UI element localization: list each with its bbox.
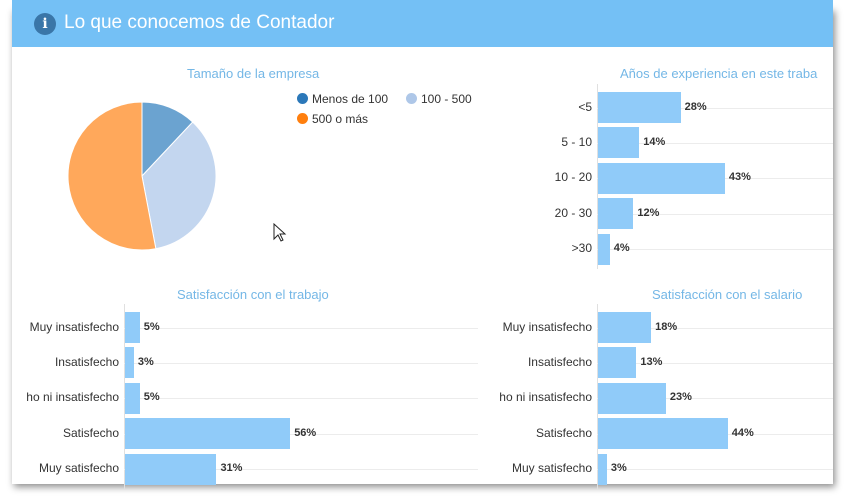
data-label: 3% <box>610 462 627 475</box>
category-label: 10 - 20 <box>554 170 592 185</box>
bar[interactable] <box>598 127 640 159</box>
gridline <box>597 469 833 470</box>
gridline <box>597 249 833 250</box>
bar-axis <box>597 304 598 489</box>
data-label: 18% <box>655 320 678 333</box>
chart-title-job-satisfaction: Satisfacción con el trabajo <box>177 287 329 302</box>
category-label: Muy satisfecho <box>38 461 119 476</box>
bar[interactable] <box>598 382 666 414</box>
chart-title-experience: Años de experiencia en este traba <box>620 66 818 81</box>
bar[interactable] <box>598 453 607 485</box>
legend-item-medium[interactable]: 100 - 500 <box>406 92 472 106</box>
data-label: 13% <box>640 355 663 368</box>
bar[interactable] <box>125 382 140 414</box>
data-label: 14% <box>643 135 666 148</box>
gridline <box>597 143 833 144</box>
legend-item-small[interactable]: Menos de 100 <box>297 92 388 106</box>
data-label: 5% <box>143 320 160 333</box>
bar[interactable] <box>598 312 652 343</box>
category-label: Satisfecho <box>62 425 119 440</box>
page-header: i Lo que conocemos de Contador <box>12 0 833 47</box>
category-label: Muy satisfecho <box>511 461 592 476</box>
legend-swatch <box>297 113 308 124</box>
category-label: <5 <box>578 99 592 114</box>
category-label: ho ni insatisfecho <box>26 390 119 405</box>
category-label: ho ni insatisfecho <box>499 390 592 405</box>
data-label: 23% <box>669 391 692 404</box>
gridline <box>597 108 833 109</box>
info-icon[interactable]: i <box>34 13 56 35</box>
gridline <box>597 328 833 329</box>
mouse-cursor-icon <box>273 223 287 242</box>
chart-title-salary-satisfaction: Satisfacción con el salario <box>652 287 803 302</box>
pie-slice-2[interactable] <box>67 101 157 251</box>
data-label: 5% <box>143 391 160 404</box>
data-label: 56% <box>294 426 317 439</box>
category-label: Muy insatisfecho <box>29 319 119 334</box>
category-label: Insatisfecho <box>527 354 592 369</box>
gridline <box>124 434 478 435</box>
gridline <box>124 328 478 329</box>
pie-chart-company-size <box>67 101 217 251</box>
bar[interactable] <box>125 347 134 379</box>
data-label: 4% <box>613 242 630 255</box>
gridline <box>124 363 478 364</box>
data-label: 31% <box>220 462 243 475</box>
legend-item-large[interactable]: 500 o más <box>297 112 368 126</box>
pie-slice-1[interactable] <box>141 121 217 250</box>
data-label: 28% <box>684 100 707 113</box>
category-label: Muy insatisfecho <box>502 319 592 334</box>
data-label: 12% <box>637 206 660 219</box>
bar[interactable] <box>598 233 610 265</box>
gridline <box>124 469 478 470</box>
bar[interactable] <box>125 453 217 485</box>
category-label: 5 - 10 <box>561 134 592 149</box>
bar[interactable] <box>598 92 681 123</box>
gridline <box>597 214 833 215</box>
data-label: 3% <box>137 355 154 368</box>
data-label: 44% <box>731 426 754 439</box>
legend-swatch <box>406 93 417 104</box>
bar-axis <box>597 84 598 269</box>
bar[interactable] <box>598 347 637 379</box>
chart-title-company-size: Tamaño de la empresa <box>187 66 320 81</box>
gridline <box>597 363 833 364</box>
gridline <box>124 398 478 399</box>
legend-swatch <box>297 93 308 104</box>
bar-axis <box>124 304 125 489</box>
bar[interactable] <box>598 198 634 230</box>
gridline <box>597 398 833 399</box>
bar[interactable] <box>125 418 291 450</box>
bar[interactable] <box>598 162 725 194</box>
page-title: Lo que conocemos de Contador <box>64 12 335 33</box>
bar[interactable] <box>125 312 140 343</box>
category-label: >30 <box>571 241 592 256</box>
category-label: Insatisfecho <box>54 354 119 369</box>
category-label: Satisfecho <box>535 425 592 440</box>
category-label: 20 - 30 <box>554 205 592 220</box>
data-label: 43% <box>728 171 751 184</box>
bar[interactable] <box>598 418 728 450</box>
